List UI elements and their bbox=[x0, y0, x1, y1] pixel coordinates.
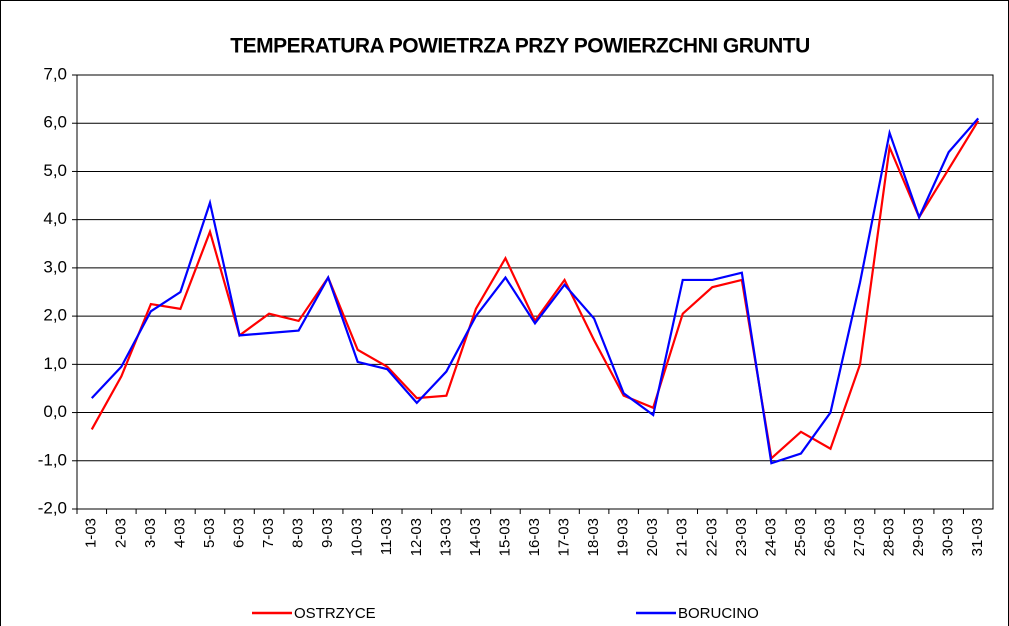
x-tick-label: 6-03 bbox=[230, 518, 247, 548]
x-tick-label: 22-03 bbox=[703, 518, 720, 556]
x-tick-label: 16-03 bbox=[526, 518, 543, 556]
x-tick-label: 7-03 bbox=[260, 518, 277, 548]
x-tick-label: 28-03 bbox=[881, 518, 898, 556]
x-tick-label: 21-03 bbox=[674, 518, 691, 556]
chart-title: TEMPERATURA POWIETRZA PRZY POWIERZCHNI G… bbox=[230, 35, 810, 58]
series-line bbox=[90, 117, 980, 465]
x-tick-label: 25-03 bbox=[792, 518, 809, 556]
x-tick-label: 8-03 bbox=[290, 518, 307, 548]
x-tick-label: 14-03 bbox=[467, 518, 484, 556]
x-tick-label: 31-03 bbox=[969, 518, 986, 556]
legend-label: BORUCINO bbox=[678, 605, 759, 622]
x-tick-label: 29-03 bbox=[910, 518, 927, 556]
y-tick-label: 5,0 bbox=[43, 161, 67, 180]
x-tick-label: 9-03 bbox=[319, 518, 336, 548]
x-tick-label: 11-03 bbox=[378, 518, 395, 555]
x-tick-label: 2-03 bbox=[112, 518, 129, 548]
x-tick-label: 1-03 bbox=[83, 518, 100, 548]
x-tick-label: 27-03 bbox=[851, 518, 868, 556]
y-tick-label: -2,0 bbox=[38, 498, 67, 517]
x-tick-label: 5-03 bbox=[201, 518, 218, 548]
x-tick-label: 12-03 bbox=[408, 518, 425, 556]
x-tick-label: 24-03 bbox=[762, 518, 779, 556]
y-tick-label: 7,0 bbox=[43, 64, 67, 83]
x-tick-label: 17-03 bbox=[556, 518, 573, 556]
x-tick-label: 23-03 bbox=[733, 518, 750, 556]
x-tick-label: 4-03 bbox=[171, 518, 188, 548]
y-tick-label: 3,0 bbox=[43, 257, 67, 276]
x-tick-label: 3-03 bbox=[142, 518, 159, 548]
y-tick-label: -1,0 bbox=[38, 450, 67, 469]
x-tick-label: 26-03 bbox=[821, 518, 838, 556]
x-tick-label: 30-03 bbox=[940, 518, 957, 556]
y-tick-label: 2,0 bbox=[43, 306, 67, 325]
x-tick-label: 19-03 bbox=[615, 518, 632, 556]
x-tick-label: 18-03 bbox=[585, 518, 602, 556]
plot-area bbox=[76, 74, 994, 510]
x-tick-label: 13-03 bbox=[437, 518, 454, 556]
x-tick-label: 20-03 bbox=[644, 518, 661, 556]
y-tick-label: 6,0 bbox=[43, 113, 67, 132]
y-tick-label: 0,0 bbox=[43, 402, 67, 421]
x-tick-label: 10-03 bbox=[349, 518, 366, 556]
legend-label: OSTRZYCE bbox=[294, 605, 376, 622]
x-tick-label: 15-03 bbox=[496, 518, 513, 556]
y-tick-label: 1,0 bbox=[43, 354, 67, 373]
y-tick-label: 4,0 bbox=[43, 209, 67, 228]
